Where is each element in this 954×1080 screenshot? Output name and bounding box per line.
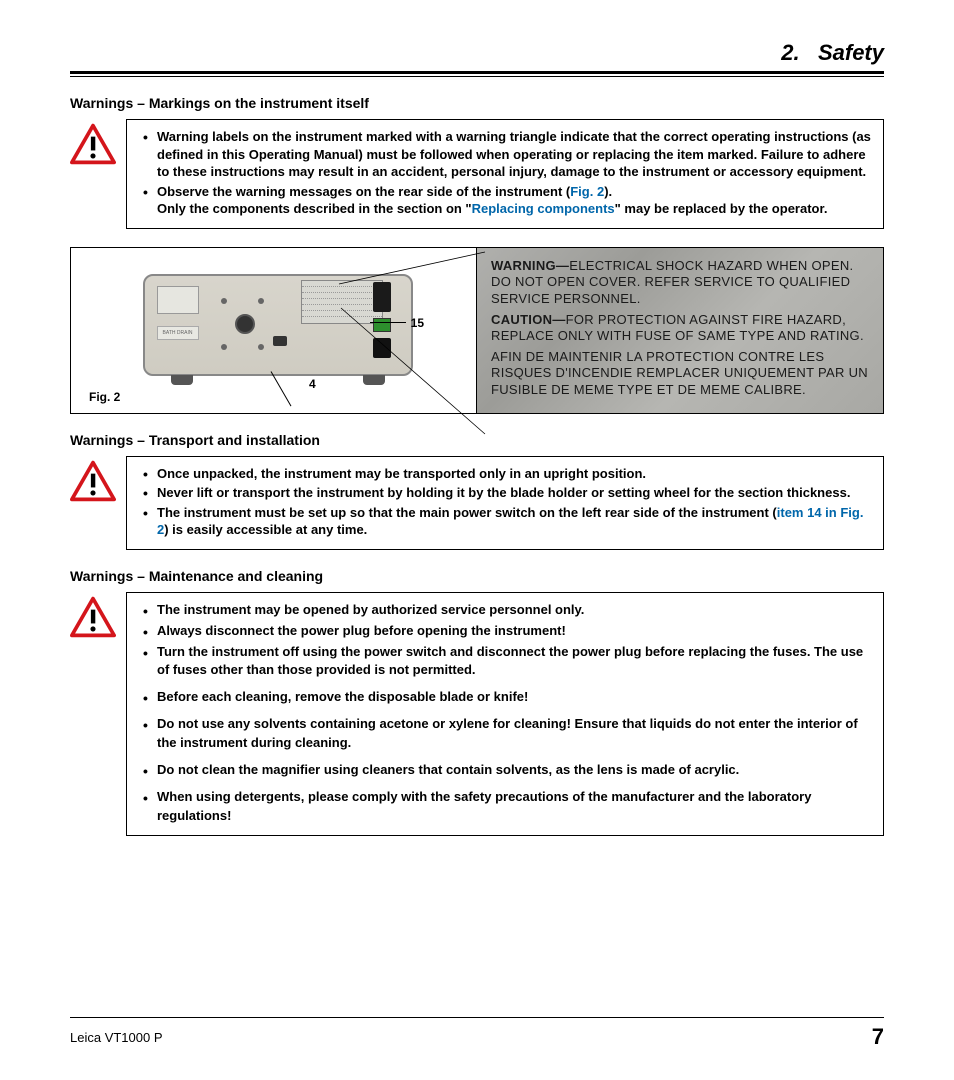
french-caution-text: AFIN DE MAINTENIR LA PROTECTION CONTRE L… xyxy=(491,349,869,399)
warning-box-markings: Warning labels on the instrument marked … xyxy=(126,119,884,229)
warning-box-maintenance: The instrument may be opened by authoriz… xyxy=(126,592,884,836)
warning-triangle-icon xyxy=(70,123,116,170)
bullet: Before each cleaning, remove the disposa… xyxy=(139,688,871,707)
lead-lines xyxy=(71,248,491,418)
section2-heading: Warnings – Transport and installation xyxy=(70,432,884,448)
warning-block-maintenance: The instrument may be opened by authoriz… xyxy=(70,592,884,836)
figure-warning-plate-enlarged: WARNING—ELECTRICAL SHOCK HAZARD WHEN OPE… xyxy=(476,248,883,413)
warning-block-markings: Warning labels on the instrument marked … xyxy=(70,119,884,229)
link-fig2[interactable]: Fig. 2 xyxy=(570,184,604,199)
link-replacing-components[interactable]: Replacing components xyxy=(472,201,615,216)
figure-2: BATH DRAIN 15 4 Fig. 2 WARNING—ELECTRICA… xyxy=(70,247,884,414)
page-header: 2. Safety xyxy=(70,40,884,74)
bullet: When using detergents, please comply wit… xyxy=(139,788,871,826)
bullet: The instrument may be opened by authoriz… xyxy=(139,601,871,620)
warning-block-transport: Once unpacked, the instrument may be tra… xyxy=(70,456,884,550)
bullet: The instrument must be set up so that th… xyxy=(139,504,871,539)
header-section-title: Safety xyxy=(818,40,884,65)
caution-label: CAUTION— xyxy=(491,312,566,327)
bullet: Once unpacked, the instrument may be tra… xyxy=(139,465,871,483)
warning-triangle-icon xyxy=(70,596,116,643)
header-section-number: 2. xyxy=(781,40,799,65)
footer-rule xyxy=(70,1017,884,1018)
page-number: 7 xyxy=(872,1024,884,1050)
bullet: Always disconnect the power plug before … xyxy=(139,622,871,641)
bullet: Do not clean the magnifier using cleaner… xyxy=(139,761,871,780)
section3-heading: Warnings – Maintenance and cleaning xyxy=(70,568,884,584)
bullet: Turn the instrument off using the power … xyxy=(139,643,871,681)
warning-box-transport: Once unpacked, the instrument may be tra… xyxy=(126,456,884,550)
bullet: Never lift or transport the instrument b… xyxy=(139,484,871,502)
bullet: Observe the warning messages on the rear… xyxy=(139,183,871,218)
bullet: Do not use any solvents containing aceto… xyxy=(139,715,871,753)
section1-heading: Warnings – Markings on the instrument it… xyxy=(70,95,884,111)
warning-triangle-icon xyxy=(70,460,116,507)
header-rule xyxy=(70,76,884,77)
bullet: Warning labels on the instrument marked … xyxy=(139,128,871,181)
figure-left-panel: BATH DRAIN 15 4 Fig. 2 xyxy=(71,248,476,413)
header-section: 2. Safety xyxy=(781,40,884,66)
footer-product-name: Leica VT1000 P xyxy=(70,1030,163,1045)
page-footer: Leica VT1000 P 7 xyxy=(70,1017,884,1050)
warning-label: WARNING— xyxy=(491,258,569,273)
